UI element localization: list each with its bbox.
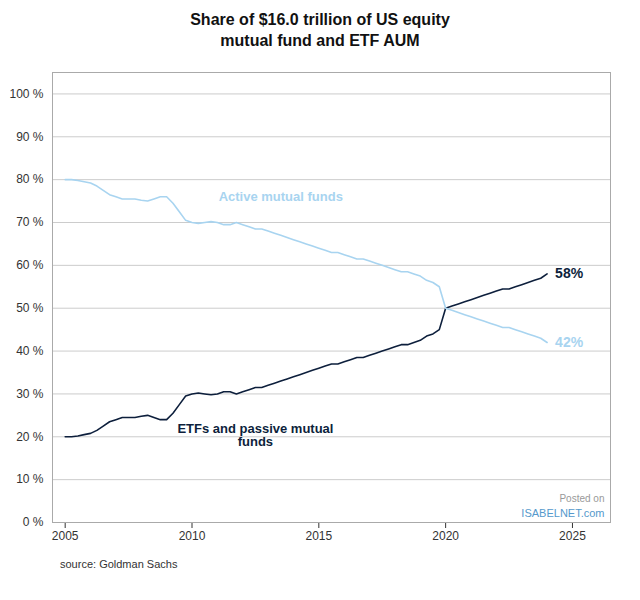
svg-text:58%: 58% [555, 265, 584, 281]
svg-text:30 %: 30 % [16, 386, 44, 400]
svg-text:40 %: 40 % [16, 344, 44, 358]
svg-text:2010: 2010 [179, 529, 206, 543]
svg-text:70 %: 70 % [16, 215, 44, 229]
svg-text:2020: 2020 [432, 529, 459, 543]
svg-text:42%: 42% [555, 334, 584, 350]
svg-text:2015: 2015 [305, 529, 332, 543]
svg-text:90 %: 90 % [16, 129, 44, 143]
svg-text:10 %: 10 % [16, 472, 44, 486]
html-text:Share of $16.0 trillion of US: Share of $16.0 trillion of US equity mut… [190, 11, 450, 49]
svg-text:Posted on: Posted on [559, 492, 604, 503]
svg-text:0 %: 0 % [23, 515, 44, 529]
svg-text:2005: 2005 [52, 529, 79, 543]
svg-text:20 %: 20 % [16, 429, 44, 443]
svg-text:ISABELNET.com: ISABELNET.com [521, 506, 604, 518]
svg-text:2025: 2025 [559, 529, 586, 543]
svg-text:100 %: 100 % [9, 86, 43, 100]
svg-text:50 %: 50 % [16, 301, 44, 315]
svg-text:ETFs and passive mutualfunds: ETFs and passive mutualfunds [177, 421, 333, 449]
svg-text:Active mutual funds: Active mutual funds [219, 189, 343, 204]
svg-text:80 %: 80 % [16, 172, 44, 186]
html-text:source: Goldman Sachs: source: Goldman Sachs [60, 557, 178, 570]
svg-text:60 %: 60 % [16, 258, 44, 272]
